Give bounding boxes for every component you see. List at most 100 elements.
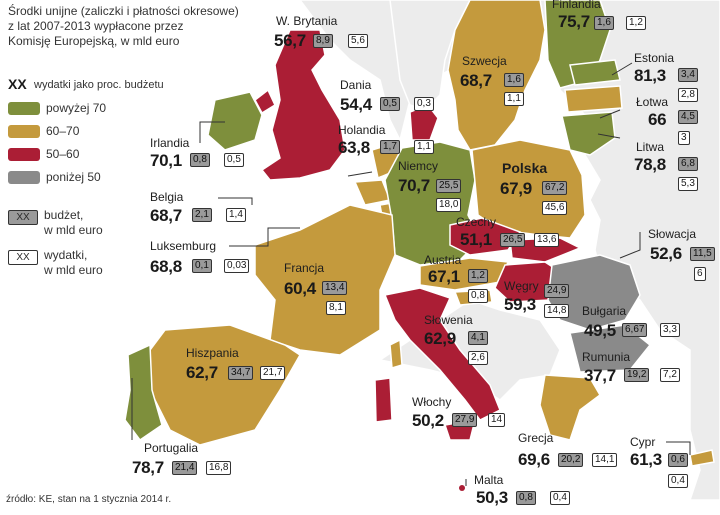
country-name-estonia: Estonia	[634, 51, 675, 65]
region-cyprus[interactable]	[689, 449, 715, 467]
country-budget-bulgaria: 6,67	[622, 323, 648, 337]
region-estonia[interactable]	[569, 59, 621, 86]
country-pct-france: 60,4	[284, 279, 316, 298]
country-name-uk: W. Brytania	[276, 14, 338, 28]
legend-xx-symbol: XX	[8, 76, 27, 92]
country-budget-france: 13,4	[322, 281, 348, 295]
source-note: źródło: KE, stan na 1 stycznia 2014 r.	[6, 494, 172, 505]
country-name-france: Francja	[284, 261, 325, 275]
region-latvia[interactable]	[564, 85, 623, 113]
title-line-2: z lat 2007-2013 wypłacone przez	[8, 19, 184, 33]
region-lithuania[interactable]	[561, 111, 616, 156]
country-name-ireland: Irlandia	[150, 136, 190, 150]
map-title: Środki unijne (zaliczki i płatności okre…	[8, 4, 239, 49]
country-pct-slovenia: 62,9	[424, 329, 456, 348]
region-greece[interactable]	[539, 374, 601, 441]
country-pct-poland: 67,9	[500, 179, 532, 198]
country-spent-uk: 5,6	[348, 34, 368, 48]
country-name-belgium: Belgia	[150, 190, 184, 204]
region-belgium[interactable]	[353, 179, 392, 206]
country-budget-denmark: 0,5	[380, 97, 400, 111]
country-name-latvia: Łotwa	[636, 95, 669, 109]
region-france[interactable]	[254, 204, 396, 356]
country-pct-romania: 37,7	[584, 366, 616, 385]
region-northern-ireland[interactable]	[254, 88, 276, 115]
country-pct-greece: 69,6	[518, 450, 550, 469]
legend-spend-line-2: w mld euro	[44, 263, 103, 277]
region-uk[interactable]	[260, 29, 346, 181]
country-budget-slovakia: 11,5	[690, 247, 715, 261]
legend-budget-line-2: w mld euro	[44, 223, 103, 237]
country-name-czechia: Czechy	[456, 215, 497, 229]
country-spent-malta: 0,4	[550, 491, 570, 505]
country-name-slovakia: Słowacja	[648, 227, 697, 241]
country-budget-malta: 0,8	[516, 491, 536, 505]
country-spent-ireland: 0,5	[224, 153, 244, 167]
region-malta[interactable]	[459, 485, 465, 491]
country-budget-hungary: 24,9	[544, 284, 570, 298]
region-spain[interactable]	[149, 324, 301, 446]
country-name-austria: Austria	[424, 253, 462, 267]
country-spent-luxembourg: 0,03	[224, 259, 250, 273]
legend-swatch-above-70	[8, 102, 40, 115]
country-budget-uk: 8,9	[313, 34, 333, 48]
country-name-poland: Polska	[502, 160, 548, 176]
country-budget-slovenia: 4,1	[468, 331, 488, 345]
legend-label-50-60: 50–60	[46, 147, 80, 161]
legend-budget-text: budżet, w mld euro	[44, 208, 103, 238]
country-spent-poland: 45,6	[542, 201, 568, 215]
country-name-greece: Grecja	[518, 431, 554, 445]
country-budget-lithuania: 6,8	[678, 157, 698, 171]
title-line-3: Komisję Europejską, w mld euro	[8, 34, 180, 48]
region-portugal[interactable]	[124, 343, 163, 442]
legend-swatch-below-50	[8, 171, 40, 184]
country-spent-lithuania: 5,3	[678, 177, 698, 191]
country-pct-spain: 62,7	[186, 363, 218, 382]
country-budget-estonia: 3,4	[678, 68, 698, 82]
country-spent-netherlands: 1,1	[414, 140, 434, 154]
country-name-finland: Finlandia	[552, 0, 601, 11]
legend-spend-text: wydatki, w mld euro	[44, 248, 103, 278]
country-name-italy: Włochy	[412, 395, 452, 409]
country-budget-austria: 1,2	[468, 269, 488, 283]
country-pct-germany: 70,7	[398, 176, 430, 195]
country-name-luxembourg: Luksemburg	[150, 239, 217, 253]
country-name-sweden: Szwecja	[462, 54, 507, 68]
country-budget-ireland: 0,8	[190, 153, 210, 167]
country-name-spain: Hiszpania	[186, 346, 239, 360]
country-spent-latvia: 3	[678, 131, 690, 145]
country-spent-czechia: 13,6	[534, 233, 560, 247]
region-ireland[interactable]	[207, 91, 263, 151]
country-name-romania: Rumunia	[582, 350, 631, 364]
country-budget-portugal: 21,4	[172, 461, 198, 475]
country-budget-italy: 27,9	[452, 413, 478, 427]
legend-label-below-50: poniżej 50	[46, 170, 101, 184]
country-spent-cyprus: 0,4	[668, 474, 688, 488]
country-pct-ireland: 70,1	[150, 151, 182, 170]
country-spent-sweden: 1,1	[504, 92, 524, 106]
country-spent-bulgaria: 3,3	[660, 323, 680, 337]
country-name-malta: Malta	[474, 473, 504, 487]
region-sardinia[interactable]	[374, 377, 393, 423]
country-budget-greece: 20,2	[558, 453, 584, 467]
region-italy[interactable]	[383, 287, 501, 421]
country-pct-italy: 50,2	[412, 411, 444, 430]
leader-lines	[131, 62, 691, 486]
legend-swatch-60-70	[8, 125, 40, 138]
legend-swatch-50-60	[8, 148, 40, 161]
country-spent-austria: 0,8	[468, 289, 488, 303]
country-spent-italy: 14	[488, 413, 506, 427]
country-pct-cyprus: 61,3	[630, 450, 662, 469]
country-pct-hungary: 59,3	[504, 295, 536, 314]
legend-budget-line-1: budżet,	[44, 208, 84, 222]
country-budget-czechia: 26,5	[500, 233, 526, 247]
country-name-netherlands: Holandia	[338, 123, 386, 137]
country-budget-finland: 1,6	[594, 16, 614, 30]
country-pct-bulgaria: 49,5	[584, 321, 616, 340]
country-spent-slovakia: 6	[694, 267, 706, 281]
country-name-hungary: Węgry	[504, 279, 539, 293]
legend-budget-box: XX	[8, 210, 38, 225]
country-name-bulgaria: Bułgaria	[582, 304, 627, 318]
country-pct-netherlands: 63,8	[338, 138, 370, 157]
